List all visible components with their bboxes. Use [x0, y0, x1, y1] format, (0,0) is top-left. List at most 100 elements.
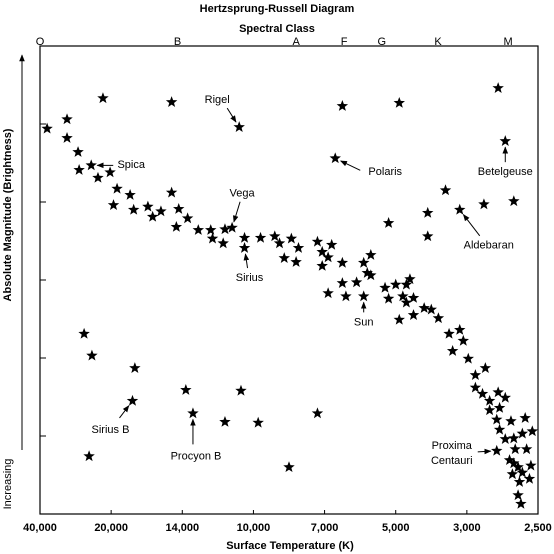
star	[454, 203, 466, 215]
star	[41, 122, 53, 134]
star	[361, 266, 373, 278]
star	[508, 432, 520, 444]
star	[311, 235, 324, 247]
spectral-class-label: K	[434, 36, 442, 48]
spectral-class-label: M	[504, 36, 513, 48]
star	[382, 217, 395, 228]
star	[357, 290, 370, 302]
star	[124, 188, 136, 200]
star	[523, 472, 536, 484]
star	[422, 230, 434, 242]
star	[508, 195, 520, 207]
x-tick-label: 7,000	[311, 522, 339, 534]
star	[515, 497, 527, 509]
star	[92, 171, 104, 183]
star	[146, 210, 159, 222]
star	[340, 290, 352, 302]
star	[61, 113, 73, 125]
star	[316, 259, 328, 271]
annotation-arrow	[119, 405, 130, 419]
star	[493, 423, 506, 435]
star	[365, 249, 377, 260]
star	[206, 232, 219, 244]
annotation-label: Proxima	[432, 440, 473, 452]
star	[365, 269, 377, 281]
star	[111, 182, 123, 194]
star	[311, 407, 324, 419]
stars	[41, 82, 539, 509]
star	[238, 231, 251, 243]
star	[382, 292, 395, 304]
star	[476, 387, 489, 399]
star	[180, 383, 192, 395]
star	[292, 242, 305, 253]
x-tick-label: 3,000	[453, 522, 481, 534]
star	[219, 223, 231, 235]
x-tick-label: 2,500	[524, 522, 552, 534]
annotation-label: Betelgeuse	[478, 166, 533, 178]
star	[407, 291, 420, 303]
star	[478, 198, 490, 210]
star	[422, 206, 434, 218]
star	[513, 476, 526, 487]
spectral-class-label: O	[36, 36, 45, 48]
star	[126, 394, 139, 406]
star	[418, 302, 430, 313]
star	[217, 237, 229, 249]
annotation-label: Rigel	[205, 94, 230, 106]
star	[469, 369, 482, 381]
star	[506, 468, 519, 480]
star	[492, 82, 504, 93]
star	[336, 277, 349, 288]
x-tick-label: 10,000	[237, 522, 271, 534]
annotation-arrow	[462, 214, 481, 237]
annotation-label: Vega	[230, 188, 256, 200]
star	[325, 238, 338, 250]
star	[72, 146, 84, 157]
star	[509, 443, 521, 455]
star	[78, 327, 90, 339]
star	[519, 412, 531, 423]
star	[432, 312, 445, 324]
star	[205, 224, 217, 235]
star	[285, 232, 298, 244]
star	[107, 199, 120, 210]
star	[457, 334, 470, 346]
star	[499, 391, 511, 403]
star	[142, 200, 154, 212]
star	[439, 184, 452, 196]
star	[254, 231, 267, 243]
annotation-arrow	[226, 107, 237, 123]
x-tick-label: 14,000	[165, 522, 199, 534]
star	[505, 415, 517, 427]
star	[462, 352, 474, 364]
star	[155, 205, 167, 217]
star	[491, 413, 503, 425]
star	[491, 444, 503, 456]
star	[520, 443, 533, 455]
star	[86, 349, 98, 361]
spectral-class-label: B	[174, 36, 181, 48]
star	[322, 287, 334, 299]
annotation-arrow	[233, 201, 241, 223]
star	[397, 290, 409, 302]
star	[479, 362, 492, 373]
x-tick-label: 20,000	[94, 522, 128, 534]
star	[493, 401, 506, 413]
star	[499, 135, 511, 147]
star	[129, 362, 141, 373]
star	[379, 281, 391, 293]
star	[336, 100, 349, 111]
x-tick-label: 5,000	[382, 522, 410, 534]
star	[350, 276, 363, 288]
annotation-arrow	[243, 253, 250, 269]
star	[329, 152, 341, 164]
star	[503, 454, 516, 466]
annotation-label: Sun	[354, 316, 374, 328]
star	[219, 415, 231, 427]
star	[283, 461, 295, 473]
star	[425, 303, 437, 315]
star	[508, 457, 520, 469]
star	[165, 186, 178, 198]
